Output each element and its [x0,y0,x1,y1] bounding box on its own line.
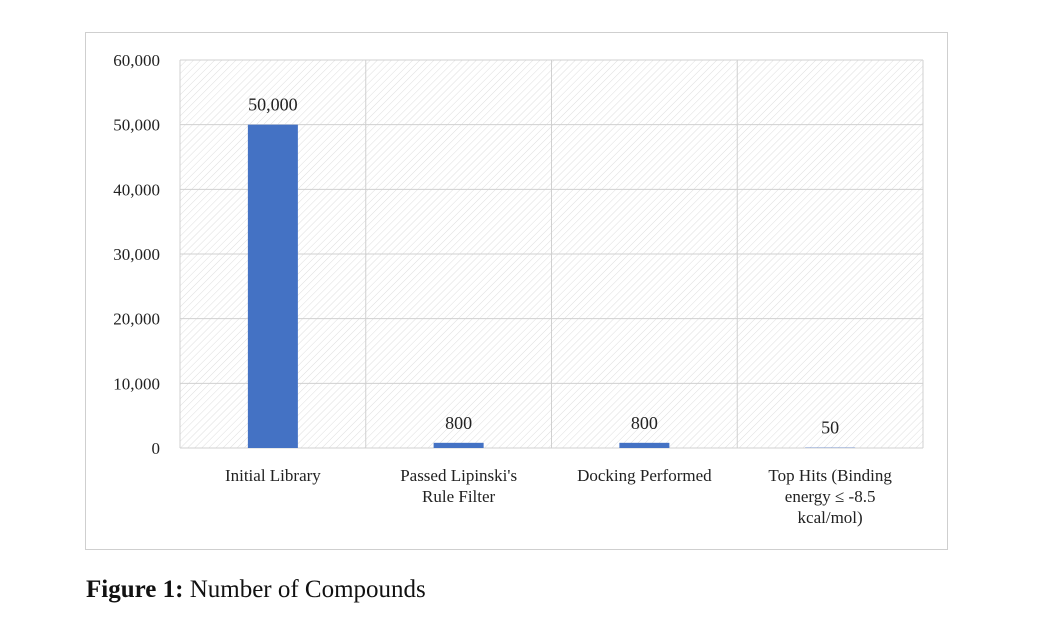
bar-value-label: 50 [821,418,839,438]
x-category-label: Top Hits (Binding energy ≤ -8.5 kcal/mol) [768,466,892,527]
x-category-label-line: kcal/mol) [798,508,863,527]
y-tick-label: 60,000 [113,51,160,70]
x-axis-category-labels: Initial Library Passed Lipinski's Rule Fil… [225,466,892,527]
caption-text: Number of Compounds [183,576,426,603]
bar-value-label: 800 [445,413,472,433]
x-category-label-line: Rule Filter [422,487,496,506]
bar-value-label: 800 [631,413,658,433]
y-tick-label: 20,000 [113,310,160,329]
y-tick-label: 0 [152,439,161,458]
chart-frame: 0 10,000 20,000 30,000 40,000 50,000 60,000 50… [85,32,948,550]
bar [619,442,670,448]
y-tick-label: 30,000 [113,245,160,264]
x-category-label-line: Docking Performed [577,466,712,485]
x-category-label: Docking Performed [577,466,712,485]
bar-chart: 0 10,000 20,000 30,000 40,000 50,000 60,000 50… [113,51,924,527]
x-category-label: Initial Library [225,466,321,485]
bar [247,124,298,449]
x-category-label: Passed Lipinski's Rule Filter [400,466,517,506]
y-tick-label: 40,000 [113,180,160,199]
y-tick-label: 50,000 [113,116,160,135]
y-axis-tick-labels: 0 10,000 20,000 30,000 40,000 50,000 60,000 [113,51,160,458]
x-category-label-line: Passed Lipinski's [400,466,517,485]
x-category-label-line: energy ≤ -8.5 [785,487,876,506]
gridlines [179,59,924,449]
figure-caption: Figure 1: Number of Compounds [86,576,426,604]
caption-label: Figure 1: [86,576,184,603]
x-category-label-line: Top Hits (Binding [768,466,892,485]
bar [433,442,484,448]
x-category-label-line: Initial Library [225,466,321,485]
bars [247,124,856,449]
bar-value-label: 50,000 [248,95,298,115]
y-tick-label: 10,000 [113,374,160,393]
data-labels: 50,000 800 800 50 [248,95,839,438]
